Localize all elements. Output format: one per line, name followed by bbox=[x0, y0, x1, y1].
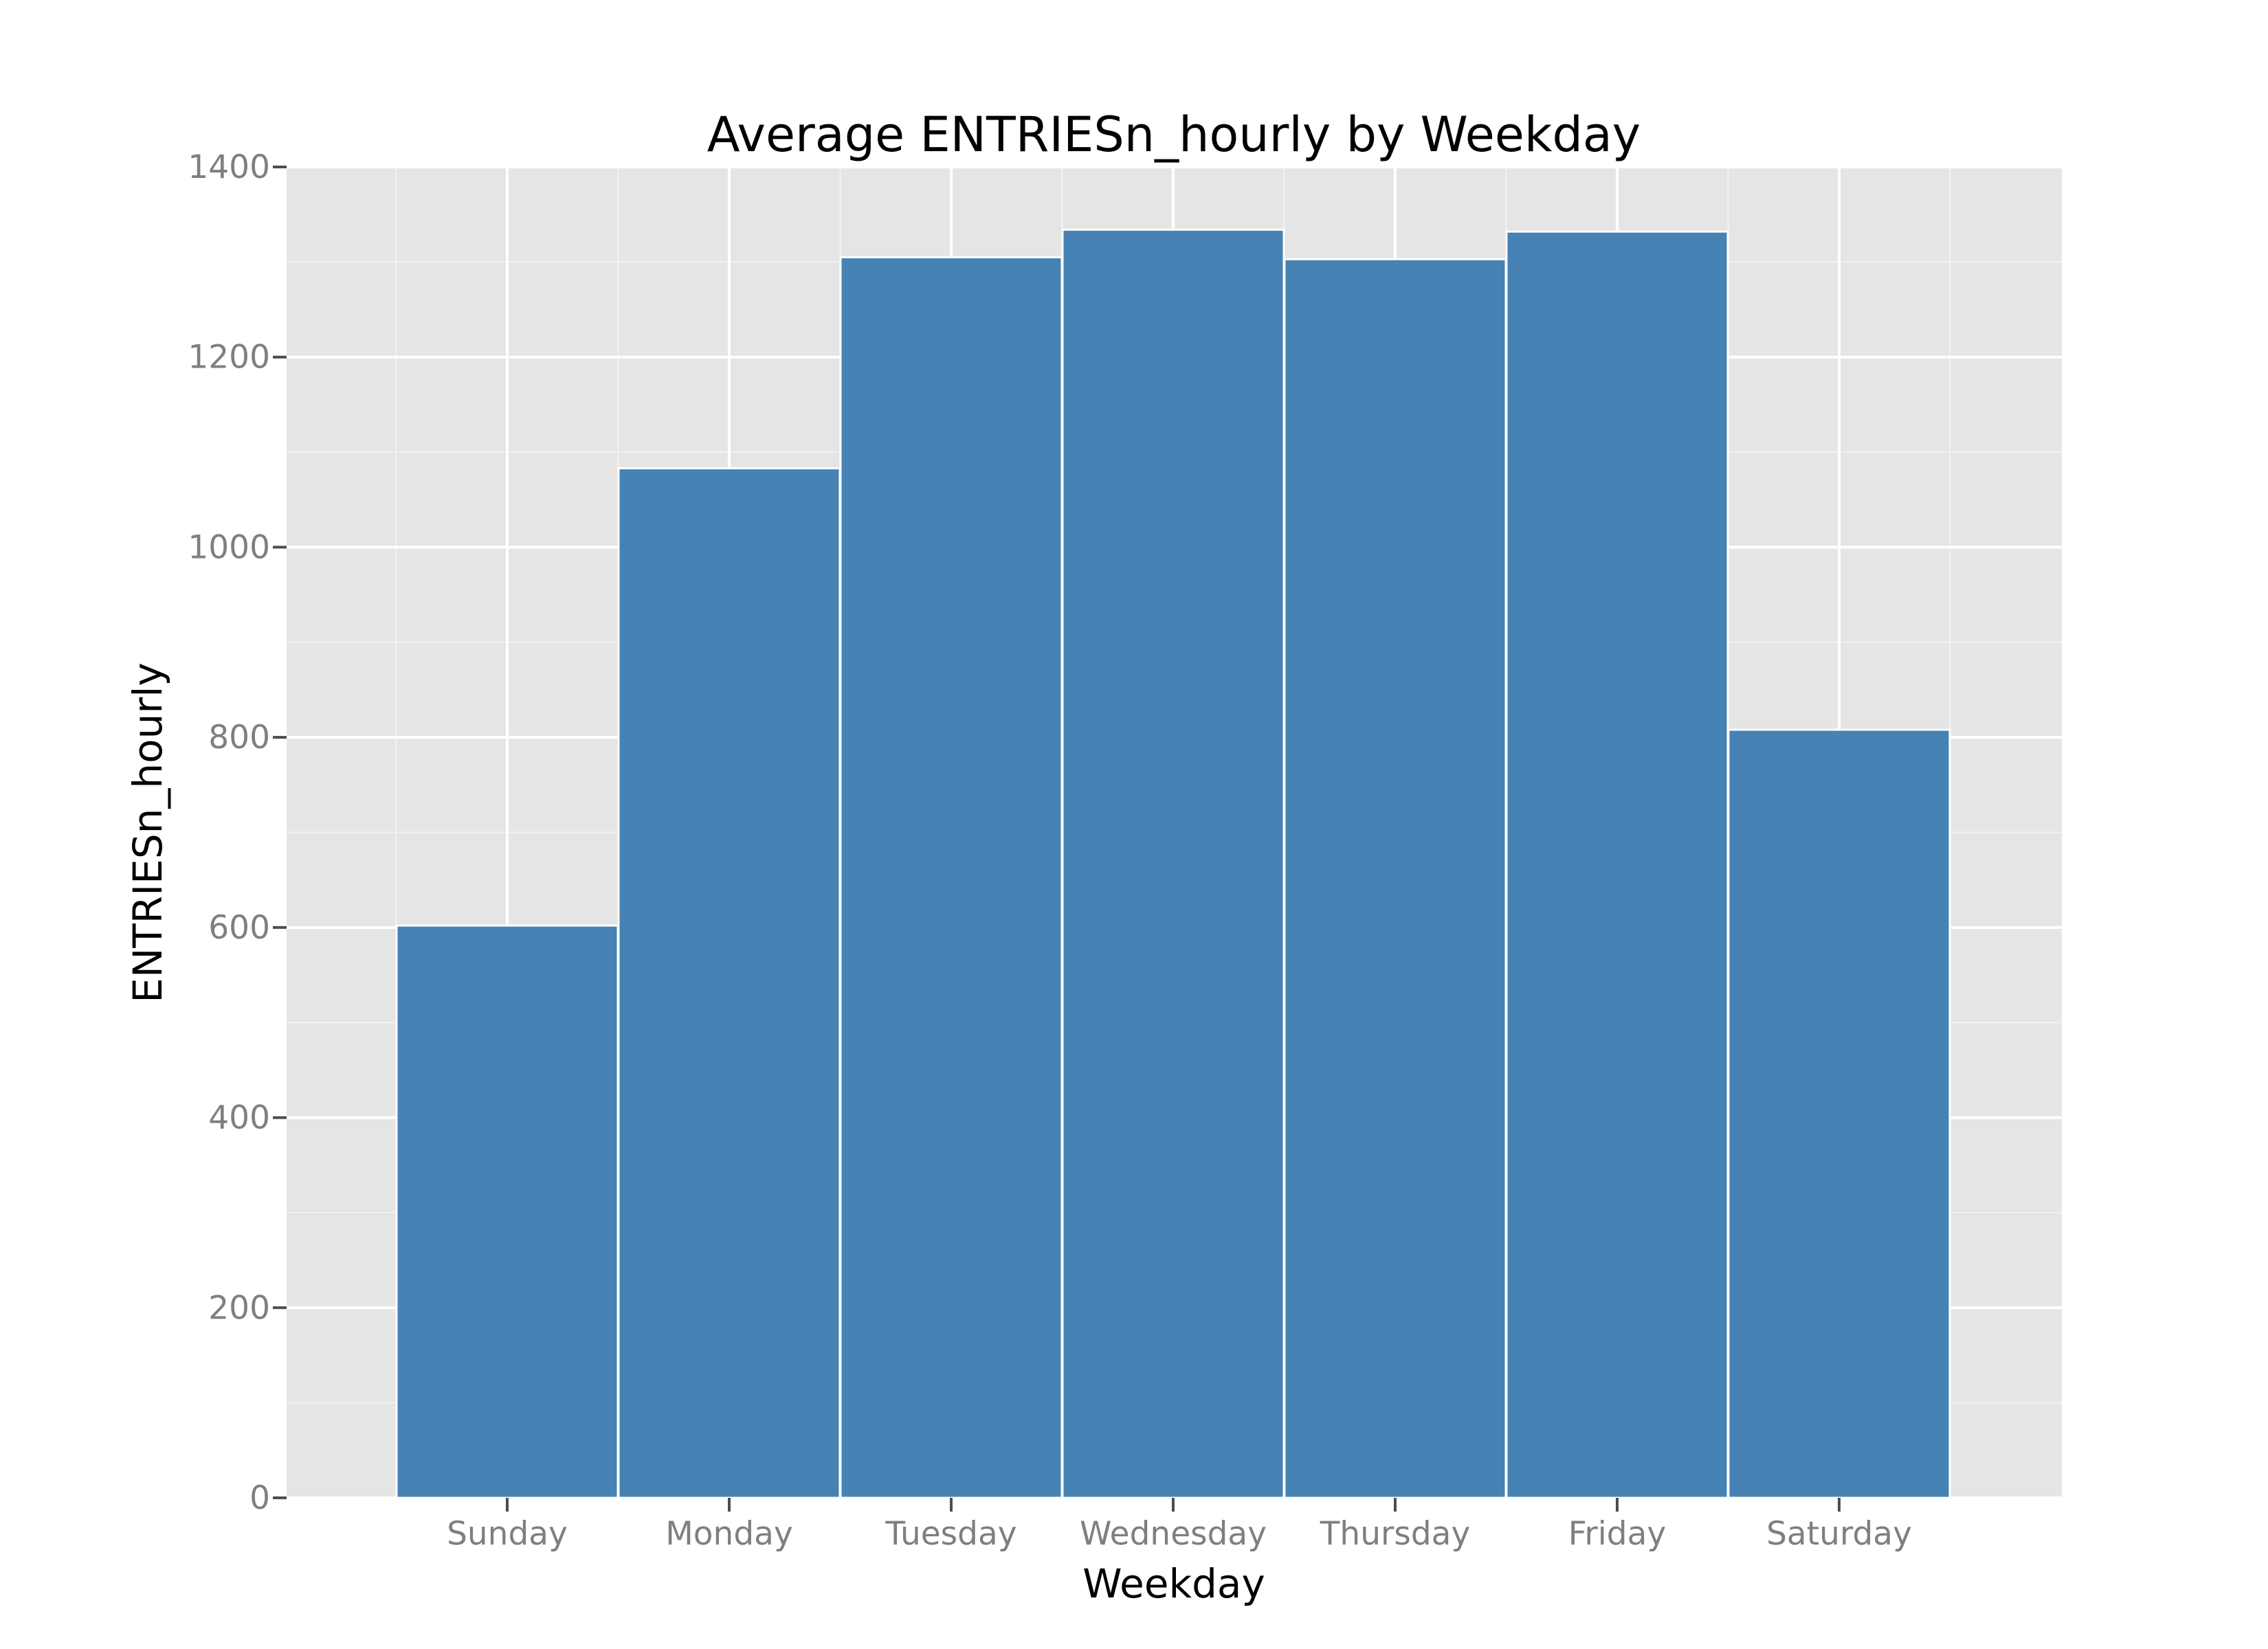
y-tick-label: 1400 bbox=[188, 148, 270, 186]
bar-sunday bbox=[395, 924, 619, 1499]
y-tick-label: 0 bbox=[249, 1479, 270, 1517]
x-axis-ticks: Sunday Monday Tuesday Wednesday Thursday Frid… bbox=[447, 1498, 1912, 1553]
y-axis-ticks: 0 200 400 600 800 1000 1200 1400 bbox=[188, 148, 287, 1517]
y-axis-label: ENTRIESn_hourly bbox=[124, 662, 171, 1002]
y-tick-label: 800 bbox=[208, 719, 270, 756]
x-tick-label: Tuesday bbox=[885, 1515, 1016, 1553]
x-tick-label: Friday bbox=[1568, 1515, 1666, 1553]
x-axis-label: Weekday bbox=[1082, 1560, 1265, 1607]
bars bbox=[395, 228, 1951, 1499]
y-tick-label: 600 bbox=[208, 909, 270, 947]
x-tick-label: Thursday bbox=[1320, 1515, 1471, 1553]
x-tick-label: Wednesday bbox=[1080, 1515, 1267, 1553]
bar-friday bbox=[1505, 230, 1729, 1499]
chart-title: Average ENTRIESn_hourly by Weekday bbox=[707, 106, 1641, 163]
bar-saturday bbox=[1727, 728, 1951, 1499]
y-tick-label: 200 bbox=[208, 1289, 270, 1327]
y-tick-label: 1200 bbox=[188, 339, 270, 377]
bar-tuesday bbox=[839, 256, 1063, 1499]
y-tick-label: 400 bbox=[208, 1099, 270, 1137]
x-tick-label: Monday bbox=[665, 1515, 793, 1553]
x-tick-label: Saturday bbox=[1766, 1515, 1912, 1553]
bar-monday bbox=[617, 467, 841, 1499]
bar-thursday bbox=[1283, 258, 1507, 1499]
x-tick-label: Sunday bbox=[447, 1515, 568, 1553]
bar-wednesday bbox=[1061, 228, 1285, 1499]
y-tick-label: 1000 bbox=[188, 528, 270, 566]
